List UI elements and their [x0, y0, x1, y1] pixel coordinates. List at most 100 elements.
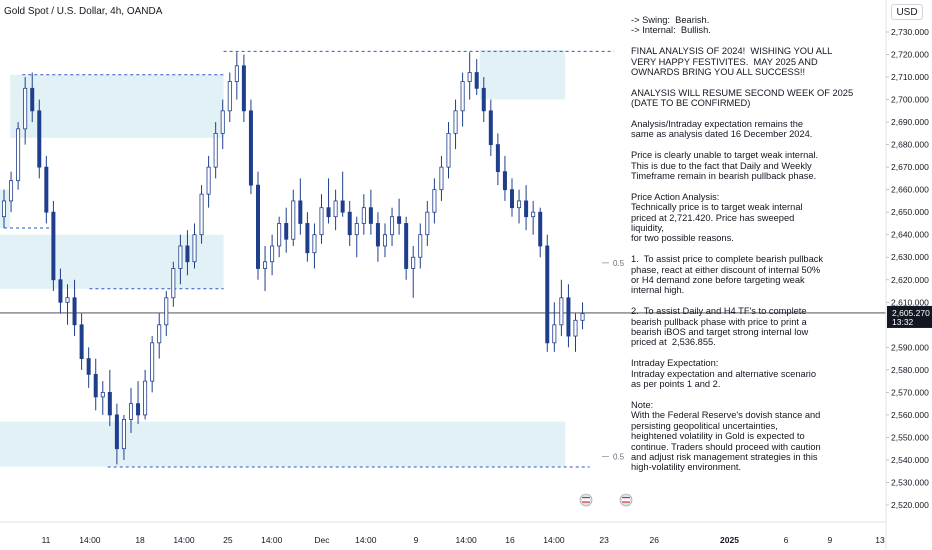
candle-body — [2, 200, 7, 218]
candle-body — [164, 297, 169, 326]
y-tick-label: 2,660.000 — [891, 185, 929, 195]
currency-button[interactable]: USD — [891, 4, 923, 20]
analysis-line: as per points 1 and 2. — [631, 379, 721, 390]
y-tick-label: 2,640.000 — [891, 230, 929, 240]
y-tick-label: 2,530.000 — [891, 477, 929, 487]
flag-icon-field — [622, 497, 630, 503]
y-tick-label: 2,580.000 — [891, 365, 929, 375]
analysis-line: and adjust risk management strategies in… — [631, 451, 818, 462]
candle-body — [390, 216, 395, 236]
candle-body — [502, 171, 507, 191]
x-tick-label: 25 — [223, 535, 233, 545]
candle-body — [467, 72, 472, 82]
candle-body — [432, 189, 437, 213]
x-tick-label: 14:00 — [261, 535, 283, 545]
candle-body — [319, 207, 324, 236]
x-tick-label: 14:00 — [543, 535, 565, 545]
x-tick-label: 9 — [827, 535, 832, 545]
candle-body — [538, 211, 543, 247]
candle-body — [241, 65, 246, 112]
candle-body — [545, 245, 550, 344]
flag-icon-stripe — [622, 501, 630, 503]
analysis-text: -> Swing: Bearish. -> Internal: Bullish. F… — [631, 15, 881, 473]
candle-body — [192, 234, 197, 263]
analysis-line: -> Swing: Bearish. — [631, 15, 710, 25]
zone-rect — [0, 421, 566, 467]
candle-body — [128, 403, 133, 420]
chart-title: Gold Spot / U.S. Dollar, 4h, OANDA — [4, 6, 163, 17]
x-tick-label: 6 — [784, 535, 789, 545]
y-tick-label: 2,650.000 — [891, 207, 929, 217]
y-tick-label: 2,560.000 — [891, 410, 929, 420]
candle-body — [277, 223, 282, 247]
candle-body — [136, 403, 141, 416]
x-tick-label: 2025 — [720, 535, 739, 545]
y-tick-label: 2,550.000 — [891, 432, 929, 442]
candle-body — [460, 81, 465, 112]
last-price-label: 2,605.270 — [892, 308, 930, 318]
y-tick-label: 2,710.000 — [891, 72, 929, 82]
x-tick-label: 13 — [875, 535, 885, 545]
y-tick-label: 2,520.000 — [891, 500, 929, 510]
analysis-line: (DATE TO BE CONFIRMED) — [631, 98, 751, 109]
flag-icon-field — [582, 497, 590, 503]
flag-icon-stripe — [622, 497, 630, 499]
analysis-line: internal high. — [631, 285, 685, 296]
candle-body — [79, 324, 84, 359]
y-tick-label: 2,720.000 — [891, 50, 929, 60]
fib-label: 0.5 — [613, 259, 625, 268]
candle-body — [573, 319, 578, 337]
x-tick-label: 11 — [42, 535, 51, 545]
analysis-line: -> Internal: Bullish. — [631, 25, 711, 36]
candle-body — [248, 110, 253, 186]
candle-body — [72, 297, 77, 326]
y-tick-label: 2,590.000 — [891, 342, 929, 352]
y-tick-label: 2,620.000 — [891, 275, 929, 285]
candle-body — [382, 234, 387, 247]
candle-body — [220, 110, 225, 134]
candle-body — [93, 373, 98, 398]
analysis-line: VERY HAPPY FESTIVITES. MAY 2025 AND — [631, 56, 818, 67]
x-tick-label: 9 — [414, 535, 419, 545]
candle-body — [284, 223, 289, 240]
analysis-line: Price Action Analysis: — [631, 191, 720, 202]
flag-icon-stripe — [582, 501, 590, 503]
candle-body — [495, 144, 500, 173]
candle-body — [305, 223, 310, 254]
analysis-line: continue. Traders should proceed with ca… — [631, 441, 821, 452]
candle-body — [347, 211, 352, 236]
candle-body — [206, 166, 211, 195]
analysis-line — [631, 140, 881, 150]
x-tick-label: 14:00 — [355, 535, 377, 545]
candle-body — [517, 200, 522, 209]
candle-body — [509, 189, 514, 209]
candle-body — [580, 313, 585, 321]
analysis-line: 1. To assist price to complete bearish p… — [631, 254, 824, 265]
candle-body — [425, 211, 430, 236]
zone-rect — [0, 234, 224, 289]
candle-body — [326, 207, 331, 218]
analysis-line: Analysis/Intraday expectation remains th… — [631, 119, 804, 130]
x-tick-label: Dec — [314, 535, 330, 545]
candle-body — [524, 200, 529, 218]
flag-icon-stripe — [582, 497, 590, 499]
zone-rect — [479, 50, 566, 100]
analysis-line: With the Federal Reserve's dovish stance… — [631, 410, 821, 421]
candle-body — [185, 245, 190, 263]
candle-body — [354, 223, 359, 236]
candle-body — [418, 234, 423, 258]
analysis-line: persisting geopolitical uncertainties, — [631, 420, 778, 431]
candle-body — [263, 261, 268, 269]
y-tick-label: 2,680.000 — [891, 140, 929, 150]
candle-body — [404, 223, 409, 269]
y-tick-label: 2,730.000 — [891, 27, 929, 37]
x-tick-label: 14:00 — [79, 535, 101, 545]
candle-body — [234, 65, 239, 82]
analysis-line: liquidity, — [631, 223, 664, 234]
candle-body — [58, 279, 63, 303]
analysis-line: bearish pullback phase with price to pri… — [631, 316, 807, 327]
analysis-line: Note: — [631, 399, 654, 410]
analysis-line — [631, 390, 881, 400]
